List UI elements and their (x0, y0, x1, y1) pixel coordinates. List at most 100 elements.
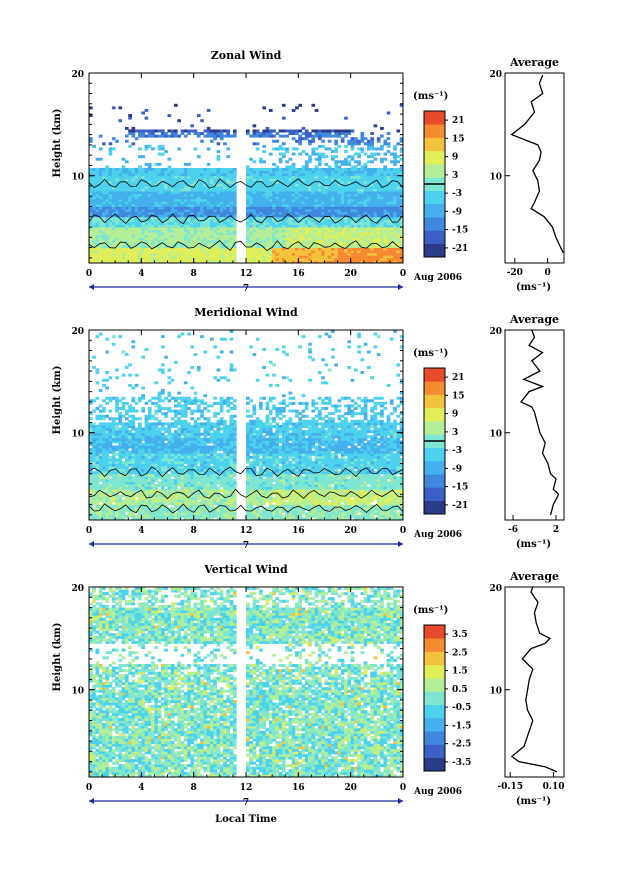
heatmap-cell (331, 250, 335, 254)
heatmap-cell (141, 432, 145, 436)
heatmap-cell (147, 219, 152, 223)
heatmap-cell (275, 132, 280, 136)
heatmap-cell (196, 232, 201, 236)
heatmap-cell (210, 247, 214, 251)
heatmap-cell (278, 260, 283, 264)
date-label: Aug 2006 (413, 273, 462, 283)
heatmap-cell (321, 168, 325, 171)
heatmap-cell (393, 157, 397, 161)
heatmap-cell (278, 134, 283, 138)
heatmap-cell (288, 188, 293, 192)
heatmap-cell (118, 463, 123, 467)
heatmap-cell (141, 188, 145, 192)
heatmap-cell (298, 198, 302, 202)
heatmap-cell (180, 175, 185, 179)
heatmap-cell (157, 191, 162, 195)
heatmap-cell (301, 209, 306, 213)
heatmap-cell (98, 435, 103, 439)
heatmap-cell (111, 170, 116, 174)
heatmap-cell (89, 260, 93, 264)
heatmap-cell (157, 432, 162, 436)
heatmap-cell (147, 162, 152, 166)
heatmap-cell (216, 203, 221, 207)
heatmap-cell (105, 450, 110, 454)
heatmap-cell (115, 185, 119, 189)
heatmap-cell (383, 247, 388, 251)
heatmap-cell (108, 396, 113, 400)
heatmap-cell (170, 196, 175, 200)
heatmap-cell (321, 247, 325, 251)
heatmap-cell (141, 507, 145, 511)
heatmap-cell (92, 489, 96, 493)
heatmap-cell (164, 206, 168, 210)
heatmap-cell (288, 227, 293, 231)
heatmap-cell (268, 221, 273, 225)
heatmap-cell (291, 211, 296, 215)
heatmap-cell (347, 201, 352, 205)
heatmap-cell (278, 191, 283, 195)
heatmap-cell (196, 196, 201, 200)
heatmap-cell (383, 157, 388, 161)
heatmap-cell (317, 137, 322, 141)
heatmap-cell (278, 198, 283, 202)
heatmap-cell (89, 509, 93, 513)
heatmap-cell (89, 512, 93, 516)
heatmap-cell (265, 185, 270, 189)
heatmap-cell (308, 139, 312, 143)
heatmap-cell (246, 221, 250, 225)
heatmap-cell (98, 239, 103, 243)
heatmap-cell (105, 489, 110, 493)
heatmap-cell (353, 165, 358, 169)
heatmap-cell (272, 139, 276, 143)
heatmap-cell (157, 507, 162, 511)
heatmap-cell (138, 512, 142, 516)
heatmap-cell (118, 478, 123, 482)
heatmap-cell (376, 245, 381, 248)
heatmap-cell (272, 191, 276, 195)
heatmap-cell (262, 170, 267, 174)
heatmap-cell (141, 481, 145, 485)
heatmap-cell (324, 257, 329, 261)
heatmap-cell (108, 499, 113, 503)
heatmap-cell (105, 458, 110, 462)
heatmap-cell (298, 242, 302, 246)
heatmap-cell (151, 471, 155, 475)
heatmap-cell (151, 430, 155, 434)
heatmap-cell (115, 473, 119, 477)
heatmap-cell (380, 260, 384, 264)
heatmap-cell (337, 211, 342, 215)
heatmap-cell (141, 478, 145, 482)
heatmap-cell (108, 376, 113, 380)
heatmap-cell (386, 232, 391, 236)
heatmap-cell (337, 216, 342, 220)
heatmap-cell (350, 201, 355, 205)
profile-frame (504, 72, 565, 264)
heatmap-cell (206, 224, 211, 228)
heatmap-cell (350, 224, 355, 228)
heatmap-cell (121, 489, 126, 493)
heatmap-cell (121, 255, 126, 259)
heatmap-cell (331, 245, 335, 248)
heatmap-cell (92, 450, 96, 454)
heatmap-cell (115, 252, 119, 256)
heatmap-cell (331, 201, 335, 205)
heatmap-cell (131, 196, 136, 200)
heatmap-cell (265, 196, 270, 200)
heatmap-cell (151, 445, 155, 449)
heatmap-cell (111, 396, 116, 400)
heatmap-cell (295, 183, 299, 187)
heatmap-cell (196, 211, 201, 215)
heatmap-cell (98, 422, 103, 426)
heatmap-cell (190, 224, 195, 228)
heatmap-cell (95, 494, 100, 498)
heatmap-cell (108, 209, 113, 213)
heatmap-cell (157, 396, 162, 400)
heatmap-cell (344, 144, 348, 148)
heatmap-cell (353, 206, 358, 210)
heatmap-cell (134, 489, 139, 493)
heatmap-cell (102, 409, 106, 413)
heatmap-cell (285, 250, 289, 254)
heatmap-cell (121, 486, 126, 490)
x-tick-label: 20 (344, 269, 357, 279)
heatmap-cell (121, 234, 126, 238)
